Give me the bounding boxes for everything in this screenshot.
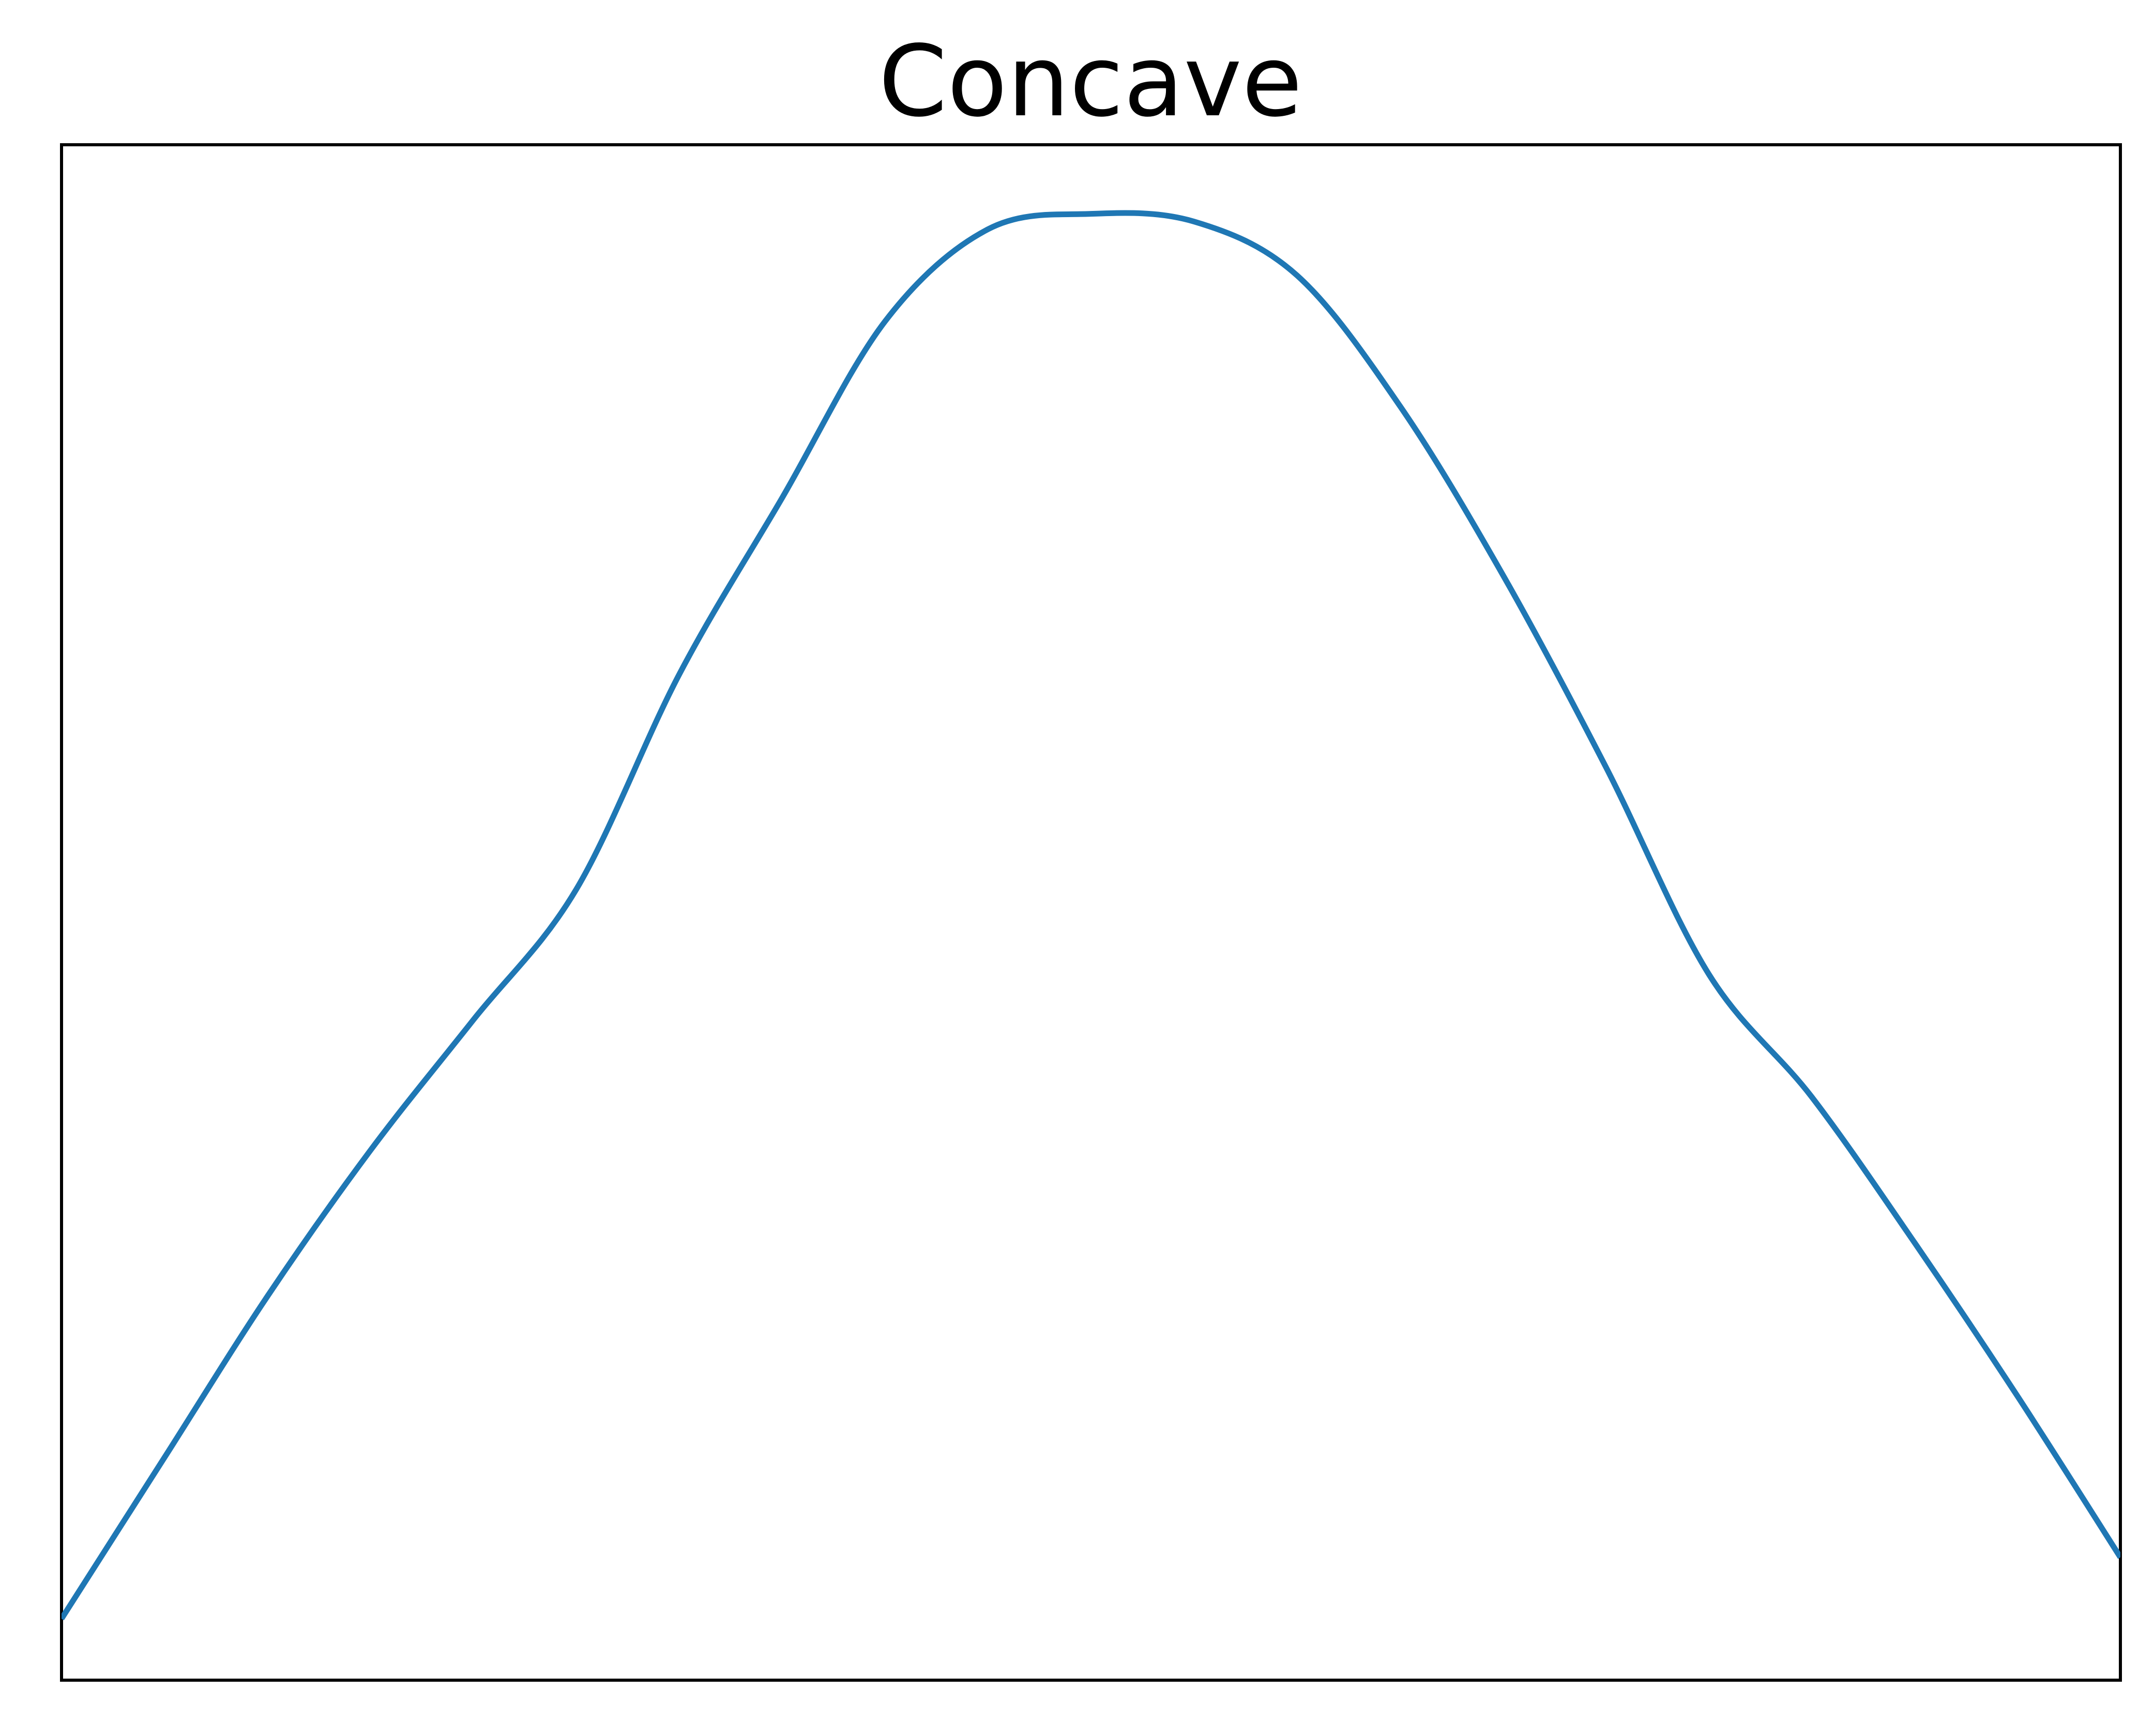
series-line-1 [62,210,2120,1621]
chart-title: Concave [878,24,1302,139]
plot-frame [60,143,2122,1682]
series-layer [62,210,2120,1621]
plot-area [60,143,2122,1682]
